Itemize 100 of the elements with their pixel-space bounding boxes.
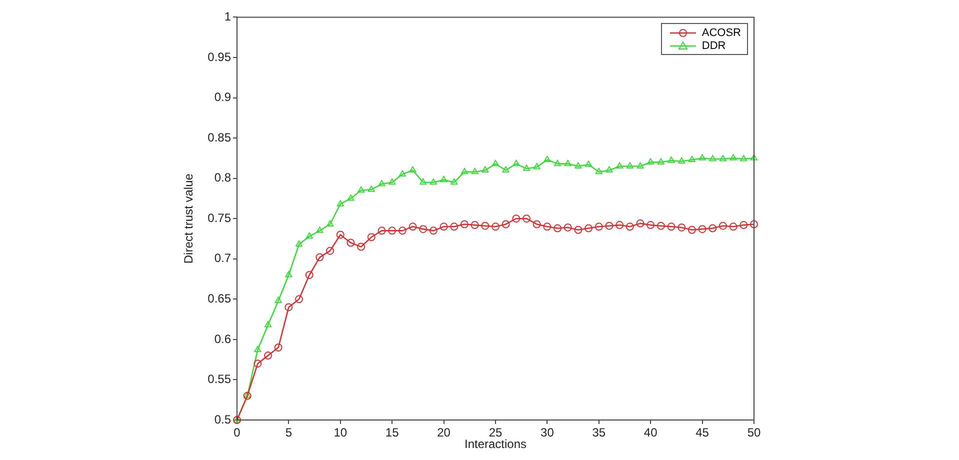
- point: [470, 221, 479, 230]
- point: [709, 154, 716, 162]
- point: [420, 178, 427, 185]
- point: [698, 154, 706, 160]
- point: [378, 226, 386, 235]
- x-tick-label: 0: [234, 426, 241, 440]
- y-tick-label: 0.65: [208, 291, 232, 306]
- point: [574, 226, 582, 234]
- point: [636, 162, 644, 168]
- point: [544, 156, 551, 162]
- y-axis-title: Direct trust value: [182, 173, 196, 264]
- y-tick-label: 0.7: [214, 251, 232, 266]
- point: [667, 222, 676, 231]
- point: [388, 226, 396, 235]
- point: [285, 270, 292, 278]
- point: [305, 270, 314, 279]
- y-tick-label: 0.85: [208, 130, 232, 144]
- x-tick-label: 30: [540, 426, 554, 440]
- x-tick-label: 5: [285, 426, 292, 440]
- point: [471, 168, 478, 174]
- point: [367, 233, 376, 242]
- x-tick-label: 10: [334, 426, 348, 440]
- point: [264, 320, 272, 328]
- point: [409, 166, 416, 173]
- point: [740, 221, 748, 230]
- point: [502, 220, 510, 228]
- point: [336, 230, 344, 239]
- point: [688, 156, 696, 162]
- point: [708, 224, 717, 232]
- y-tick-label: 0.55: [208, 372, 232, 386]
- y-tick-label: 0.5: [214, 412, 232, 426]
- point: [429, 226, 438, 235]
- point: [636, 219, 644, 228]
- point: [357, 242, 366, 251]
- point: [719, 154, 727, 162]
- point: [564, 223, 572, 232]
- point: [326, 246, 334, 255]
- x-tick-label: 45: [696, 426, 710, 440]
- point: [512, 214, 520, 223]
- point: [306, 232, 313, 239]
- point: [347, 194, 354, 201]
- point: [729, 222, 738, 231]
- point: [482, 166, 489, 173]
- point: [678, 157, 686, 164]
- point: [646, 221, 655, 230]
- point: [522, 164, 530, 171]
- point: [533, 163, 540, 170]
- y-tick-label: 0.95: [208, 50, 232, 64]
- point: [368, 186, 375, 192]
- y-tick-label: 0.8: [214, 170, 232, 185]
- point: [532, 220, 541, 228]
- point: [284, 303, 293, 312]
- point: [419, 225, 428, 234]
- legend-label: ACOSR: [702, 26, 741, 38]
- point: [398, 226, 406, 235]
- point: [616, 221, 624, 230]
- point: [460, 220, 468, 228]
- point: [254, 360, 262, 368]
- x-tick-label: 35: [592, 426, 606, 440]
- point: [460, 168, 468, 174]
- point: [606, 166, 613, 173]
- y-tick-label: 0.9: [214, 90, 232, 104]
- point: [543, 222, 552, 231]
- point: [398, 170, 406, 177]
- point: [346, 238, 355, 247]
- y-tick-label: 0.6: [214, 332, 232, 346]
- point: [750, 154, 758, 160]
- point: [522, 214, 531, 223]
- point: [254, 346, 262, 352]
- point: [408, 222, 417, 231]
- x-tick-label: 20: [437, 426, 451, 440]
- point: [718, 222, 727, 230]
- point: [316, 226, 324, 233]
- point: [440, 222, 448, 231]
- point: [647, 158, 654, 164]
- y-tick-label: 1: [224, 10, 232, 24]
- point: [554, 224, 562, 232]
- point: [656, 222, 665, 230]
- point: [626, 222, 634, 231]
- x-tick-label: 50: [747, 426, 761, 440]
- point: [492, 160, 500, 166]
- point: [502, 166, 510, 173]
- point: [336, 200, 344, 206]
- x-tick-label: 25: [488, 426, 502, 440]
- x-axis-title: Interactions: [464, 437, 527, 452]
- point: [564, 160, 572, 166]
- point: [492, 222, 500, 231]
- point: [512, 160, 520, 166]
- point: [750, 220, 758, 228]
- point: [605, 222, 614, 230]
- point: [316, 253, 324, 262]
- point: [274, 343, 282, 352]
- point: [450, 178, 458, 185]
- x-tick-label: 40: [644, 426, 658, 440]
- point: [594, 222, 603, 231]
- point: [740, 154, 748, 162]
- point: [554, 160, 562, 166]
- point: [574, 162, 582, 168]
- point: [626, 162, 634, 168]
- point: [678, 223, 686, 232]
